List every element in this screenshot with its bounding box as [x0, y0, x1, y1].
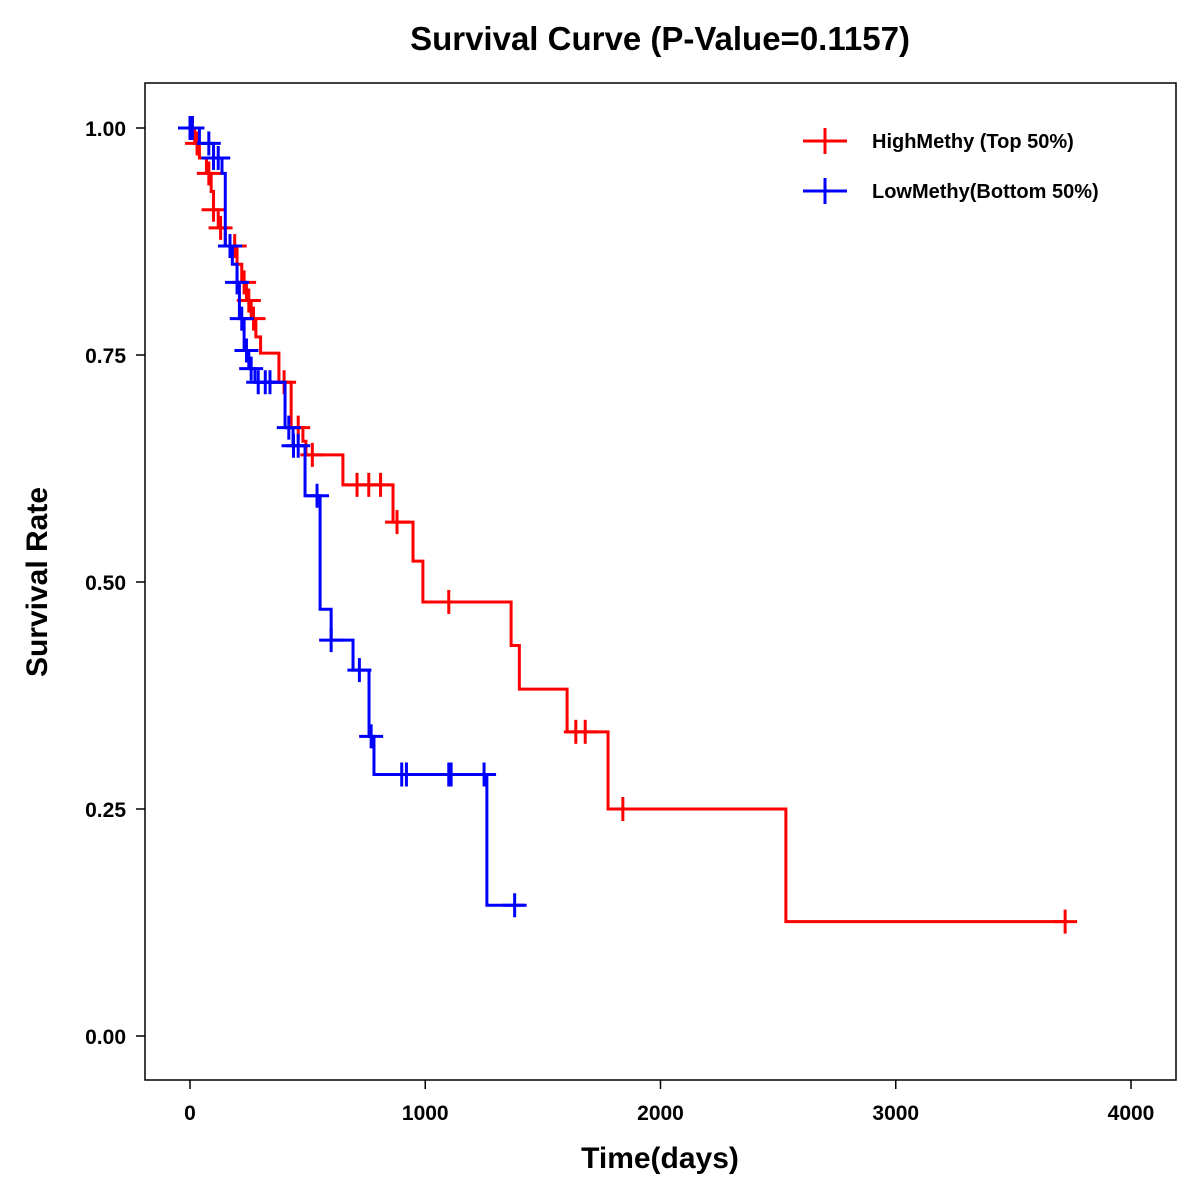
censor-mark: [472, 762, 497, 787]
censor-mark: [239, 356, 264, 381]
x-axis: 0 1000 2000 3000 4000: [184, 1080, 1154, 1125]
legend-item: LowMethy(Bottom 50%): [803, 178, 1099, 204]
x-tick-label: 0: [184, 1102, 196, 1125]
x-tick-label: 4000: [1108, 1102, 1155, 1125]
x-tick-label: 2000: [637, 1102, 684, 1125]
chart-title: Survival Curve (P-Value=0.1157): [410, 20, 910, 57]
censor-mark: [180, 116, 205, 140]
censor-mark: [286, 433, 311, 458]
censor-mark: [305, 483, 330, 508]
plot-frame: [144, 82, 1177, 1081]
censor-mark: [573, 719, 598, 744]
y-tick-label: 0.25: [85, 799, 126, 822]
censor-mark: [610, 797, 635, 821]
censor-mark: [225, 270, 250, 295]
censor-mark: [217, 234, 242, 259]
legend-label: LowMethy(Bottom 50%): [872, 181, 1099, 203]
x-tick-label: 1000: [402, 1102, 449, 1125]
censor-mark: [385, 510, 410, 535]
censor-mark: [196, 161, 221, 186]
censor-mark: [502, 893, 527, 918]
censor-mark: [201, 197, 226, 222]
legend-label: HighMethy (Top 50%): [872, 131, 1074, 153]
censor-mark: [276, 415, 301, 440]
censor-mark: [1053, 909, 1078, 934]
y-tick-label: 0.00: [85, 1026, 126, 1049]
censor-mark: [394, 762, 419, 787]
censor-mark: [319, 628, 344, 653]
censor-mark: [439, 762, 464, 787]
curves: [178, 116, 1078, 934]
censor-mark: [206, 145, 231, 170]
y-tick-label: 1.00: [85, 118, 126, 141]
x-axis-label: Time(days): [581, 1142, 739, 1175]
censor-mark: [234, 338, 259, 363]
censor-mark: [229, 306, 254, 331]
x-tick-label: 3000: [872, 1102, 919, 1125]
y-tick-label: 0.75: [85, 345, 126, 368]
legend-item: HighMethy (Top 50%): [803, 128, 1074, 154]
censor-mark: [368, 472, 393, 497]
censor-mark: [436, 589, 461, 614]
y-axis: 0.00 0.25 0.50 0.75 1.00: [85, 118, 145, 1049]
survival-line-0: [190, 126, 1066, 924]
y-axis-label: Survival Rate: [21, 487, 54, 677]
censor-mark: [257, 370, 282, 395]
censor-mark: [359, 724, 384, 749]
censor-mark: [208, 215, 233, 240]
censor-mark: [196, 131, 221, 156]
censor-mark: [347, 658, 372, 683]
legend: HighMethy (Top 50%) LowMethy(Bottom 50%): [803, 128, 1099, 204]
y-tick-label: 0.50: [85, 572, 126, 595]
